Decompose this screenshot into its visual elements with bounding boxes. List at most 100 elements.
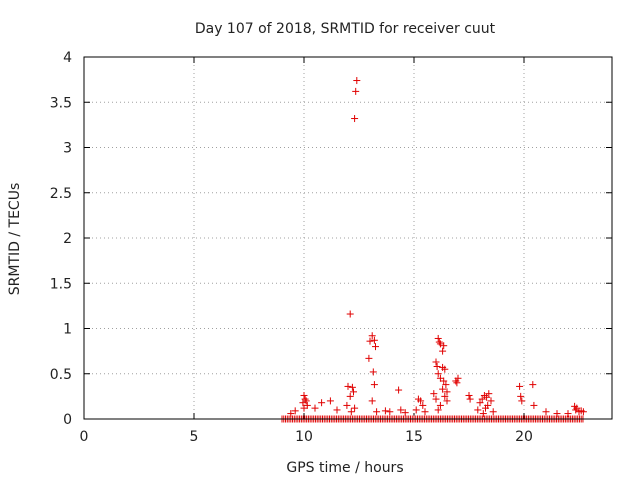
- x-tick-label: 0: [80, 429, 89, 445]
- y-tick-label: 3: [63, 141, 72, 157]
- data-point: [474, 406, 482, 414]
- data-point: [302, 397, 310, 405]
- data-point: [517, 392, 525, 400]
- data-point: [442, 381, 450, 389]
- data-point: [443, 388, 451, 396]
- data-point: [465, 391, 473, 399]
- data-point: [350, 388, 357, 396]
- y-tick-label: 3.5: [50, 95, 72, 111]
- data-point: [432, 358, 440, 366]
- data-point: [412, 406, 420, 414]
- data-point: [436, 340, 444, 348]
- data-point: [489, 408, 497, 416]
- data-point: [370, 381, 378, 389]
- data-point: [439, 385, 447, 393]
- data-point: [300, 391, 308, 399]
- data-point: [301, 395, 309, 403]
- data-point: [441, 392, 449, 400]
- data-point: [518, 397, 526, 405]
- data-point: [579, 408, 587, 416]
- data-point: [343, 401, 351, 409]
- plot-frame: [83, 56, 613, 420]
- data-point: [366, 337, 374, 345]
- data-point: [440, 342, 448, 350]
- data-point: [368, 397, 376, 405]
- data-point: [479, 410, 487, 418]
- x-tick-label: 10: [295, 429, 313, 445]
- data-point: [287, 410, 295, 418]
- data-point: [436, 401, 444, 409]
- y-tick-label: 1: [63, 322, 72, 338]
- data-point: [386, 408, 394, 416]
- data-point: [397, 406, 405, 414]
- data-point: [401, 409, 409, 417]
- data-point: [432, 395, 440, 403]
- data-point: [454, 374, 462, 382]
- axis-ticks: 0 5 10 15 20 0 0.5 1 1.5 2 2.5 3 3.5 4: [50, 50, 612, 445]
- x-axis-label: GPS time / hours: [286, 460, 403, 476]
- data-point: [440, 377, 448, 385]
- data-point: [553, 410, 561, 418]
- data-point: [333, 406, 341, 414]
- y-tick-label: 0.5: [50, 367, 72, 383]
- data-point: [352, 87, 360, 95]
- data-point: [353, 77, 361, 85]
- grid-lines: [84, 57, 612, 419]
- data-point: [348, 383, 356, 391]
- data-point: [311, 404, 319, 412]
- data-point: [417, 397, 425, 405]
- data-point: [439, 347, 447, 355]
- data-point: [435, 338, 443, 346]
- data-point: [487, 397, 495, 405]
- x-tick-label: 20: [515, 429, 533, 445]
- data-point: [351, 404, 359, 412]
- data-point: [318, 399, 326, 407]
- data-point: [466, 395, 474, 403]
- data-point: [395, 386, 403, 394]
- y-axis-label: SRMTID / TECUs: [7, 183, 23, 296]
- data-point: [443, 397, 451, 405]
- data-point: [485, 390, 493, 398]
- x-tick-label: 5: [190, 429, 199, 445]
- y-tick-label: 0: [63, 412, 72, 428]
- data-point: [346, 310, 354, 318]
- data-point: [564, 410, 572, 418]
- y-tick-label: 4: [63, 50, 72, 66]
- data-points: [278, 77, 587, 423]
- data-point: [419, 401, 427, 409]
- data-point: [483, 393, 491, 401]
- data-point: [516, 382, 524, 390]
- data-point: [300, 404, 308, 412]
- data-point: [478, 395, 486, 403]
- data-point: [372, 343, 379, 351]
- data-point: [373, 408, 381, 416]
- data-point: [370, 336, 378, 344]
- data-point: [433, 363, 441, 371]
- data-point: [344, 382, 352, 390]
- chart-title: Day 107 of 2018, SRMTID for receiver cuu…: [195, 21, 496, 37]
- data-point: [542, 408, 550, 416]
- data-point: [346, 392, 354, 400]
- data-point: [368, 332, 376, 340]
- data-point: [421, 408, 429, 416]
- data-point: [291, 407, 299, 415]
- x-tick-label: 15: [405, 429, 423, 445]
- data-point: [434, 406, 442, 414]
- y-tick-label: 2: [63, 231, 72, 247]
- data-point: [530, 401, 538, 409]
- y-tick-label: 1.5: [50, 276, 72, 292]
- data-point: [453, 379, 461, 387]
- data-point: [441, 365, 449, 373]
- data-point: [434, 370, 442, 378]
- data-point: [482, 404, 489, 412]
- data-point: [369, 368, 377, 376]
- data-point: [476, 399, 484, 407]
- data-point: [365, 354, 373, 362]
- data-point: [430, 390, 438, 398]
- data-point: [573, 404, 581, 412]
- data-point: [299, 399, 307, 407]
- data-point: [381, 407, 389, 415]
- data-point: [351, 115, 359, 123]
- data-point: [572, 406, 580, 414]
